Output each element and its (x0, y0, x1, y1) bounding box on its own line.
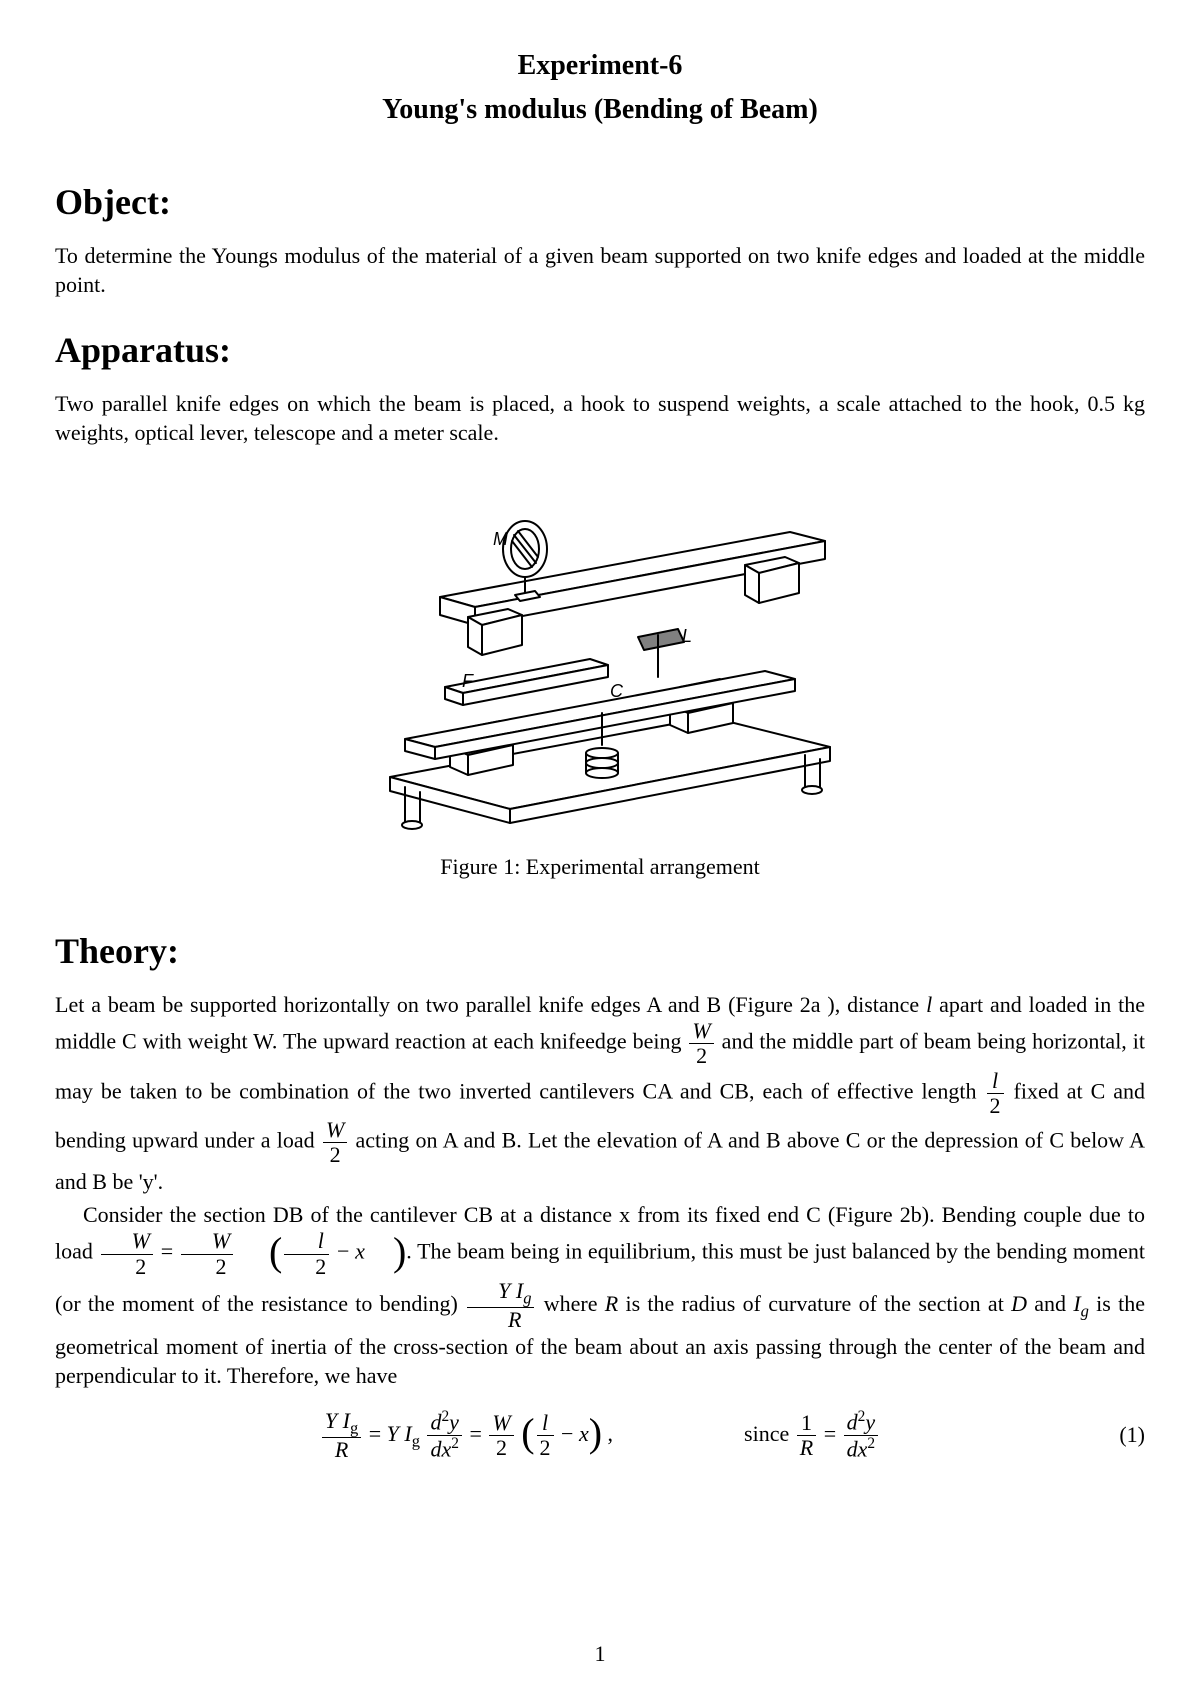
experimental-arrangement-diagram: C L F (350, 477, 850, 837)
object-text: To determine the Youngs modulus of the m… (55, 241, 1145, 299)
experiment-number: Experiment-6 (55, 50, 1145, 82)
svg-text:C: C (610, 681, 624, 701)
figure-1-caption: Figure 1: Experimental arrangement (55, 854, 1145, 880)
theory-paragraph-2: Consider the section DB of the cantileve… (55, 1200, 1145, 1390)
page-number: 1 (0, 1641, 1200, 1667)
page: Experiment-6 Young's modulus (Bending of… (0, 0, 1200, 1697)
svg-text:M: M (493, 529, 508, 549)
apparatus-text: Two parallel knife edges on which the be… (55, 389, 1145, 447)
experiment-title: Young's modulus (Bending of Beam) (55, 94, 1145, 126)
equation-1-number: (1) (1119, 1422, 1145, 1448)
equation-1: Y IgR = Y Ig d2ydx2 = W2 (l2 − x) , sinc… (55, 1409, 1145, 1463)
svg-text:L: L (682, 626, 692, 646)
theory-heading: Theory: (55, 930, 1145, 972)
svg-text:F: F (462, 671, 474, 691)
object-heading: Object: (55, 181, 1145, 223)
apparatus-heading: Apparatus: (55, 329, 1145, 371)
theory-paragraph-1: Let a beam be supported horizontally on … (55, 990, 1145, 1196)
figure-1: C L F (55, 477, 1145, 880)
